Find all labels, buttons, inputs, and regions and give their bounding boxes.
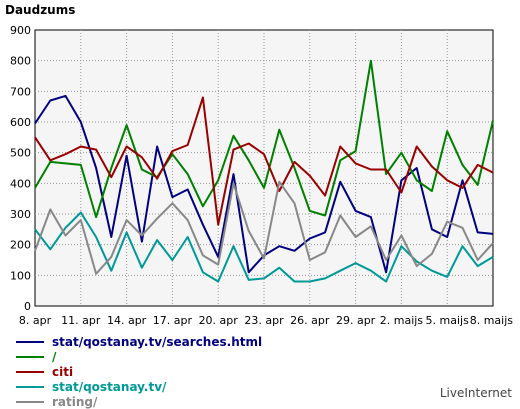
series-lines <box>34 59 494 283</box>
y-tick-label: 200 <box>10 239 31 252</box>
series-line-3 <box>34 211 494 283</box>
y-tick-label: 100 <box>10 269 31 282</box>
x-tick-label: 17. apr <box>153 314 193 327</box>
legend-label: citi <box>52 364 74 379</box>
x-tick-label: 23. apr <box>244 314 284 327</box>
x-tick-label: 26. apr <box>290 314 330 327</box>
legend-swatch <box>16 400 44 403</box>
x-tick-label: 8. maijs <box>470 314 514 327</box>
x-tick-labels: 8. apr 11. apr 14. apr 17. apr 20. apr 23. ap… <box>19 314 513 327</box>
x-tick-label: 14. apr <box>107 314 147 327</box>
x-tick-label: 11. apr <box>61 314 101 327</box>
legend-swatch <box>16 370 44 373</box>
y-tick-label: 800 <box>10 55 31 68</box>
y-tick-labels: 0 100 200 300 400 500 600 700 800 900 <box>10 24 31 313</box>
y-tick-label: 600 <box>10 116 31 129</box>
x-tick-label: 29. apr <box>336 314 376 327</box>
x-tick-label: 20. apr <box>199 314 239 327</box>
y-tick-label: 700 <box>10 85 31 98</box>
line-chart: Daudzums 0 100 200 300 400 500 600 700 800 900 8.… <box>5 3 513 327</box>
legend-label: stat/qostanay.tv/searches.html <box>52 334 263 349</box>
legend-label: stat/qostanay.tv/ <box>52 379 167 394</box>
legend-item: rating/ <box>16 394 262 409</box>
y-tick-label: 400 <box>10 177 31 190</box>
legend-item: stat/qostanay.tv/searches.html <box>16 334 262 349</box>
y-axis-title: Daudzums <box>5 3 75 17</box>
legend: stat/qostanay.tv/searches.html / citi stat/… <box>16 334 262 409</box>
legend-item: stat/qostanay.tv/ <box>16 379 262 394</box>
series-line-1 <box>34 59 494 219</box>
legend-item: citi <box>16 364 262 379</box>
legend-swatch <box>16 385 44 388</box>
x-tick-label: 5. maijs <box>426 314 470 327</box>
legend-label: / <box>52 349 57 364</box>
legend-swatch <box>16 340 44 343</box>
series-line-2 <box>34 96 494 226</box>
y-tick-label: 0 <box>24 300 31 313</box>
y-tick-label: 900 <box>10 24 31 37</box>
legend-swatch <box>16 355 44 358</box>
x-tick-label: 8. apr <box>19 314 52 327</box>
y-tick-label: 300 <box>10 208 31 221</box>
legend-item: / <box>16 349 262 364</box>
legend-label: rating/ <box>52 394 98 409</box>
x-tick-label: 2. maijs <box>380 314 424 327</box>
y-tick-label: 500 <box>10 147 31 160</box>
brand-label: LiveInternet <box>439 386 512 400</box>
series-line-4 <box>34 180 494 275</box>
